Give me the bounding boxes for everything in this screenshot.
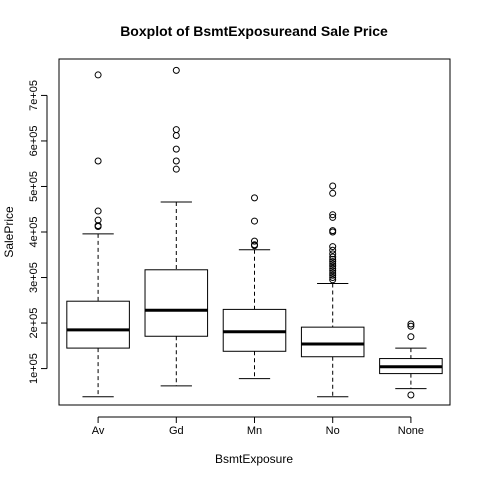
y-tick-label: 2e+05 — [28, 308, 40, 339]
outlier-point — [329, 255, 337, 263]
chart-title: Boxplot of BsmtExposureand Sale Price — [120, 23, 388, 39]
outlier-point — [329, 246, 337, 254]
box-mn — [222, 194, 287, 380]
outlier-point — [251, 237, 258, 245]
outlier-point — [172, 165, 180, 173]
y-axis: 1e+05 2e+05 3e+05 4e+05 5e+05 6e+05 7e+05 — [28, 80, 48, 384]
outlier-point — [329, 274, 337, 282]
outlier-point — [329, 250, 337, 258]
outlier-point — [94, 157, 102, 165]
outlier-point — [329, 260, 337, 268]
outlier-point — [407, 322, 415, 330]
outlier-point — [251, 242, 258, 250]
y-axis-label: SalePrice — [2, 206, 16, 258]
x-tick-label: No — [326, 425, 340, 437]
outlier-point — [329, 228, 337, 236]
outlier-point — [329, 211, 337, 219]
box-gd — [144, 66, 209, 387]
outlier-point — [94, 207, 102, 215]
iqr-box — [66, 300, 130, 349]
outlier-point — [251, 194, 258, 202]
outlier-point — [329, 243, 337, 251]
y-tick-label: 6e+05 — [28, 125, 40, 156]
y-tick-label: 7e+05 — [28, 80, 40, 111]
plot-frame — [58, 58, 451, 406]
box-av — [66, 71, 130, 398]
box-none — [379, 320, 443, 399]
outlier-point — [251, 217, 258, 225]
outlier-point — [172, 66, 180, 74]
outlier-point — [172, 131, 180, 139]
x-axis-label: BsmtExposure — [215, 452, 293, 466]
outlier-point — [329, 269, 337, 277]
outlier-point — [407, 391, 415, 399]
x-tick-label: None — [398, 425, 424, 437]
outlier-point — [94, 223, 102, 231]
boxes-layer — [66, 66, 443, 399]
outlier-point — [172, 126, 180, 134]
x-tick-label: Gd — [169, 425, 184, 437]
outlier-point — [329, 262, 337, 270]
outlier-point — [407, 320, 415, 328]
y-tick-label: 3e+05 — [28, 262, 40, 293]
x-tick-label: Av — [92, 425, 105, 437]
outlier-point — [329, 267, 337, 275]
outlier-point — [329, 182, 337, 190]
outlier-point — [94, 71, 102, 79]
outlier-point — [329, 253, 337, 261]
outlier-point — [329, 189, 337, 197]
outlier-point — [329, 271, 337, 279]
outlier-point — [329, 258, 337, 266]
x-axis: Av Gd Mn No None — [92, 416, 424, 437]
outlier-point — [329, 276, 337, 284]
iqr-box — [144, 269, 209, 337]
outlier-point — [329, 264, 337, 272]
outlier-point — [172, 145, 180, 153]
box-no — [300, 182, 365, 398]
y-tick-label: 4e+05 — [28, 217, 40, 248]
outlier-point — [329, 213, 337, 221]
y-tick-label: 5e+05 — [28, 171, 40, 202]
y-tick-label: 1e+05 — [28, 353, 40, 384]
outlier-point — [407, 333, 415, 341]
iqr-box — [300, 326, 365, 358]
x-tick-label: Mn — [247, 425, 262, 437]
outlier-point — [172, 157, 180, 165]
